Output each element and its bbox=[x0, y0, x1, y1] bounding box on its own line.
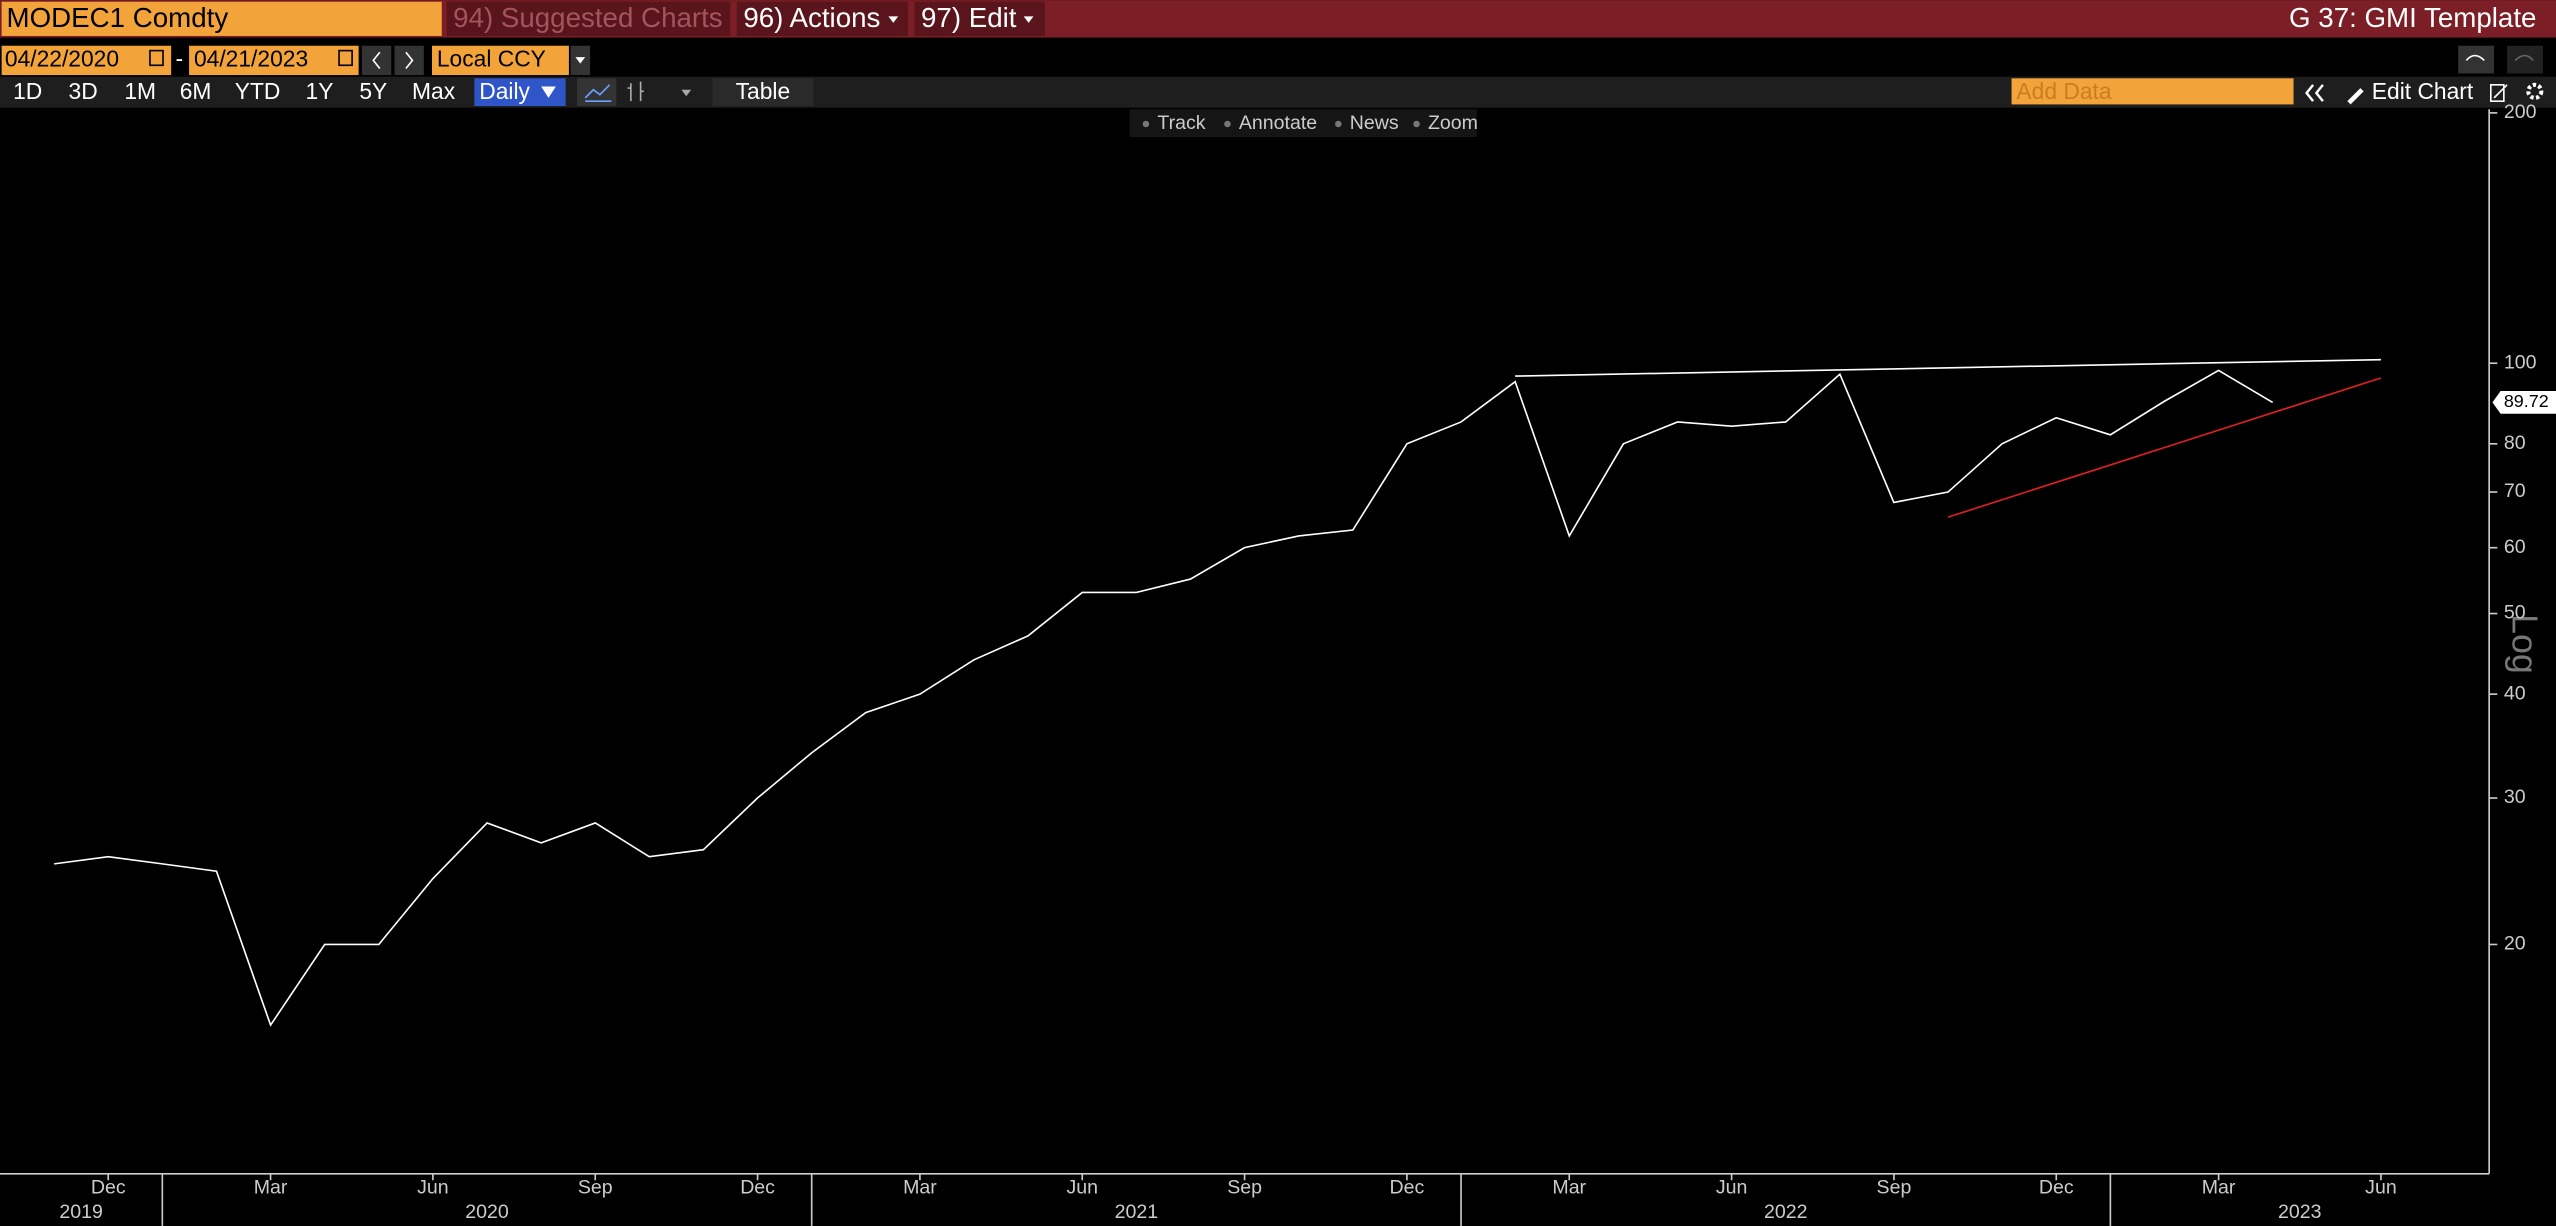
collapse-icon[interactable] bbox=[2305, 84, 2324, 102]
add-data: Add Data bbox=[2016, 78, 2111, 104]
year-label: 2019 bbox=[59, 1201, 102, 1223]
ticker: MODEC1 Comdty bbox=[7, 2, 229, 33]
prev-icon bbox=[372, 51, 381, 70]
period-button[interactable]: Max bbox=[412, 78, 456, 104]
table-label: Table bbox=[736, 78, 791, 104]
next-icon bbox=[405, 51, 414, 70]
menu-button[interactable] bbox=[914, 1, 1045, 36]
prev-button[interactable] bbox=[361, 45, 392, 76]
y-tick-label: 50 bbox=[2504, 602, 2526, 624]
x-tick-label: Dec bbox=[2039, 1177, 2074, 1199]
y-tick-label: 60 bbox=[2504, 536, 2526, 558]
year-label: 2020 bbox=[465, 1201, 509, 1223]
dropdown-icon bbox=[541, 86, 556, 98]
tool-icon bbox=[1224, 120, 1231, 128]
tool-icon bbox=[1335, 120, 1342, 128]
edit-chart[interactable]: Edit Chart bbox=[2372, 78, 2474, 104]
dropdown-icon bbox=[888, 16, 899, 23]
tool-button[interactable]: Zoom bbox=[1428, 112, 1478, 134]
frequency: Daily bbox=[479, 78, 530, 104]
ticker-box[interactable] bbox=[1, 1, 442, 36]
y-tick-label: 100 bbox=[2504, 351, 2537, 373]
period-button[interactable]: 3D bbox=[69, 78, 98, 104]
x-tick-label: Jun bbox=[1066, 1177, 1098, 1199]
menu-label: 94) Suggested Charts bbox=[453, 2, 722, 33]
x-tick-label: Mar bbox=[1552, 1177, 1586, 1199]
menu-button[interactable] bbox=[736, 1, 908, 36]
y-tick-label: 30 bbox=[2504, 786, 2526, 808]
start-date: 04/22/2020 bbox=[5, 45, 119, 71]
x-tick-label: Jun bbox=[2365, 1177, 2397, 1199]
trendline bbox=[1515, 358, 2381, 377]
date-separator: - bbox=[176, 45, 184, 71]
y-tick-label: 200 bbox=[2504, 101, 2537, 123]
period-button[interactable]: YTD bbox=[235, 78, 281, 104]
year-label: 2022 bbox=[1764, 1201, 1807, 1223]
add-data-box[interactable] bbox=[2011, 78, 2294, 105]
currency-box[interactable] bbox=[431, 45, 569, 76]
y-tick-label: 80 bbox=[2504, 432, 2526, 454]
period-button[interactable]: 1M bbox=[124, 78, 156, 104]
end-date: 04/21/2023 bbox=[194, 45, 308, 71]
x-tick-label: Sep bbox=[1227, 1177, 1262, 1199]
tool-button[interactable]: Track bbox=[1157, 112, 1205, 134]
x-tick-label: Dec bbox=[91, 1177, 126, 1199]
tool-icon bbox=[1142, 120, 1150, 128]
settings-icon[interactable] bbox=[2526, 82, 2544, 100]
x-tick-label: Mar bbox=[254, 1177, 288, 1199]
dropdown-icon bbox=[1023, 16, 1034, 23]
tool-icon bbox=[1413, 120, 1420, 128]
x-tick-label: Sep bbox=[1877, 1177, 1912, 1199]
edit-icon bbox=[2347, 88, 2364, 105]
bar-chart-button[interactable] bbox=[619, 78, 659, 107]
x-tick-label: Mar bbox=[903, 1177, 937, 1199]
last-value-tag bbox=[2492, 390, 2556, 414]
line-chart-icon bbox=[584, 84, 612, 102]
tool-button[interactable]: News bbox=[1350, 112, 1399, 134]
dropdown-icon bbox=[575, 57, 586, 64]
scale-label: Log bbox=[2504, 614, 2544, 674]
menu-label: 97) Edit bbox=[921, 2, 1017, 33]
calendar-icon bbox=[338, 49, 353, 67]
next-button[interactable] bbox=[394, 45, 424, 76]
period-button[interactable]: 5Y bbox=[359, 78, 387, 104]
x-tick-label: Jun bbox=[1716, 1177, 1748, 1199]
trendline bbox=[1947, 377, 2382, 518]
tool-button[interactable]: Annotate bbox=[1239, 112, 1317, 134]
x-tick-label: Jun bbox=[417, 1177, 449, 1199]
year-label: 2021 bbox=[1115, 1201, 1158, 1223]
x-tick-label: Dec bbox=[740, 1177, 775, 1199]
period-button[interactable]: 1D bbox=[13, 78, 42, 104]
x-tick-label: Dec bbox=[1390, 1177, 1425, 1199]
menu-label: 96) Actions bbox=[743, 2, 880, 33]
period-button[interactable]: 1Y bbox=[306, 78, 334, 104]
calendar-icon bbox=[149, 49, 164, 67]
template-name: G 37: GMI Template bbox=[2289, 2, 2536, 33]
undo-button[interactable] bbox=[2458, 45, 2495, 74]
bar-chart-icon bbox=[627, 81, 644, 102]
undo-icon bbox=[2465, 54, 2485, 61]
table-button[interactable] bbox=[712, 78, 814, 107]
x-tick-label: Sep bbox=[578, 1177, 613, 1199]
period-button[interactable]: 6M bbox=[180, 78, 212, 104]
x-tick-label: Mar bbox=[2202, 1177, 2236, 1199]
y-tick-label: 20 bbox=[2504, 933, 2526, 955]
edit-settings-icon[interactable] bbox=[2489, 84, 2508, 102]
redo-button[interactable] bbox=[2507, 45, 2543, 74]
year-label: 2023 bbox=[2278, 1201, 2322, 1223]
last-value-label: 89.72 bbox=[2504, 391, 2549, 411]
y-tick-label: 40 bbox=[2504, 682, 2526, 704]
end-date-box[interactable] bbox=[189, 45, 359, 76]
start-date-box[interactable] bbox=[1, 45, 172, 76]
price-line bbox=[54, 369, 2274, 1027]
menu-button[interactable] bbox=[446, 1, 731, 36]
dropdown-icon bbox=[681, 89, 692, 97]
y-tick-label: 70 bbox=[2504, 480, 2526, 502]
redo-icon bbox=[2514, 54, 2534, 61]
currency: Local CCY bbox=[437, 45, 546, 71]
